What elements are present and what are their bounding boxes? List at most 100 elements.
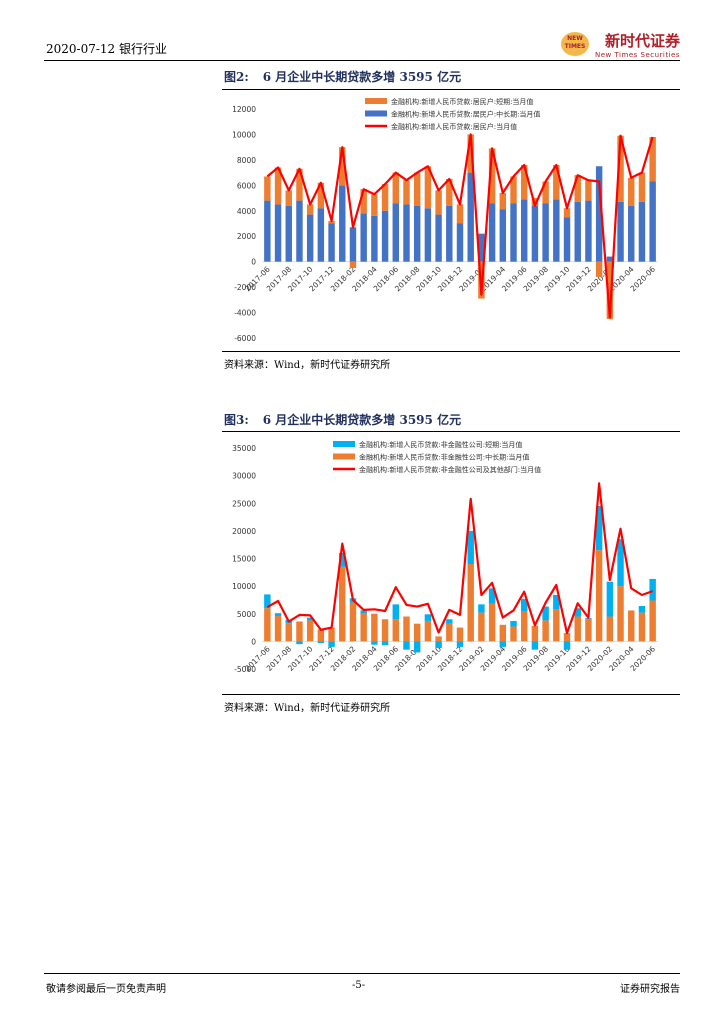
figure-label: 图3: — [224, 413, 249, 427]
y-tick-label: 8000 — [237, 156, 256, 165]
y-tick-label: -6000 — [234, 334, 256, 343]
line-series — [266, 133, 654, 319]
bar — [617, 135, 624, 202]
bar — [531, 625, 539, 642]
bar — [478, 233, 485, 262]
bar — [446, 178, 453, 206]
bar — [595, 166, 603, 262]
legend-swatch — [333, 453, 355, 460]
bar — [467, 564, 474, 642]
bar — [413, 205, 421, 262]
bar — [446, 623, 453, 642]
bar — [381, 184, 389, 211]
bar — [510, 203, 517, 262]
bar — [585, 618, 592, 620]
bar — [435, 636, 442, 642]
bar — [478, 612, 485, 642]
bar — [553, 594, 560, 610]
bar — [574, 608, 581, 617]
bar — [424, 166, 432, 209]
bar — [467, 530, 474, 565]
bar — [424, 208, 432, 262]
bar — [413, 172, 421, 206]
logo-mark: NEW TIMES — [561, 32, 589, 56]
bar — [328, 627, 335, 642]
bar — [381, 641, 389, 646]
y-tick-label: 25000 — [232, 499, 256, 508]
bar — [360, 213, 367, 262]
bar — [371, 641, 378, 645]
bar — [617, 201, 624, 262]
bar — [424, 620, 432, 642]
bar — [403, 616, 410, 642]
bar — [403, 180, 410, 205]
bar — [285, 190, 292, 206]
bar — [339, 185, 346, 262]
bar — [488, 588, 496, 604]
bar — [521, 164, 528, 200]
bar — [456, 627, 464, 642]
bar — [403, 641, 410, 650]
bar — [628, 610, 635, 642]
bar — [499, 624, 507, 642]
bar — [606, 261, 614, 319]
logo-cn: 新时代证券 — [604, 32, 680, 50]
legend-label: 金融机构:新增人民币贷款:非金融性公司及其他部门:当月值 — [359, 465, 541, 474]
bar — [274, 613, 282, 616]
bar — [360, 613, 367, 642]
bar — [446, 619, 453, 624]
figure-caption: 图3: 6 月企业中长期贷款多增 3595 亿元 — [224, 411, 475, 428]
bar — [435, 190, 442, 215]
bar — [606, 581, 614, 617]
bar — [317, 629, 325, 642]
bar — [424, 614, 432, 621]
bar — [435, 214, 442, 262]
line-series — [266, 482, 653, 635]
bar — [649, 600, 656, 642]
bar — [585, 200, 592, 262]
bar — [510, 176, 517, 204]
bar — [467, 172, 474, 262]
bar — [574, 175, 581, 202]
bar — [285, 205, 292, 262]
bar — [595, 261, 603, 277]
bar — [413, 623, 421, 642]
bar — [306, 204, 314, 215]
bar — [499, 641, 507, 647]
bar — [349, 227, 357, 262]
bar — [563, 633, 571, 642]
bar — [264, 594, 271, 609]
bar — [446, 205, 453, 262]
bar — [542, 620, 549, 642]
bar — [328, 223, 335, 262]
bar — [360, 610, 367, 614]
footer-left: 敬请参阅最后一页免责声明 — [46, 984, 166, 995]
y-tick-label: 0 — [251, 637, 256, 646]
bar — [595, 506, 603, 551]
bar — [381, 210, 389, 262]
bar — [563, 641, 571, 650]
y-tick-label: 0 — [251, 258, 256, 267]
bar — [553, 164, 560, 200]
legend-swatch — [333, 441, 355, 447]
bar — [638, 201, 646, 262]
y-tick-label: 2000 — [237, 232, 256, 241]
bar — [521, 199, 528, 262]
bar — [628, 205, 635, 262]
y-tick-label: 4000 — [237, 207, 256, 216]
legend-label: 金融机构:新增人民币贷款:非金融性公司:短期:当月值 — [359, 440, 522, 449]
figure-source: 资料来源：Wind，新时代证券研究所 — [224, 703, 391, 714]
bar — [467, 134, 474, 173]
bar — [595, 550, 603, 642]
bar — [542, 606, 549, 621]
bar — [306, 214, 314, 262]
bar — [553, 199, 560, 262]
chart: -6000 -4000 -2000 0 2000 4000 6000 8000 10000 120… — [232, 97, 658, 343]
bar — [264, 200, 271, 262]
bar — [488, 203, 496, 262]
bar — [478, 604, 485, 613]
figure-source: 资料来源：Wind，新时代证券研究所 — [224, 360, 391, 371]
bar — [392, 172, 399, 204]
bar — [531, 641, 539, 650]
